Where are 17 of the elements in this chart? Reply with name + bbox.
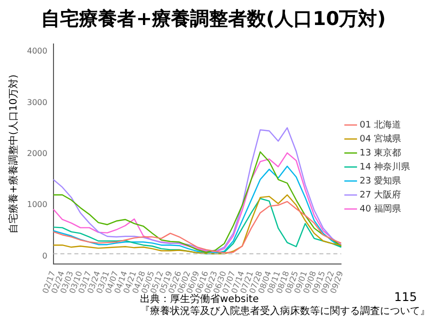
y-tick-label: 2000 — [27, 149, 48, 158]
legend-label: 04 宮城県 — [360, 133, 402, 144]
text: 115 — [394, 290, 417, 304]
chart-title: 自宅療養者+療養調整者数(人口10万対) — [40, 7, 387, 32]
legend-label: 01 北海道 — [360, 119, 402, 130]
y-axis-title: 自宅療養+療養調整中(人口10万対) — [8, 74, 20, 234]
legend-label: 13 東京都 — [360, 147, 402, 158]
legend-label: 14 神奈川県 — [360, 161, 410, 172]
y-tick-label: 4000 — [27, 46, 48, 56]
legend-label: 27 大阪府 — [360, 189, 402, 200]
y-tick-label: 0 — [42, 251, 48, 260]
legend-label: 40 福岡県 — [360, 203, 402, 214]
text: 『療養状況等及び入院患者受入病床数等に関する調査について』 — [140, 306, 427, 318]
y-tick-label: 3000 — [27, 98, 48, 107]
y-tick-label: 1000 — [27, 200, 48, 210]
legend-label: 23 愛知県 — [360, 175, 402, 186]
source-note: 出典：厚生労働省website — [140, 294, 259, 306]
